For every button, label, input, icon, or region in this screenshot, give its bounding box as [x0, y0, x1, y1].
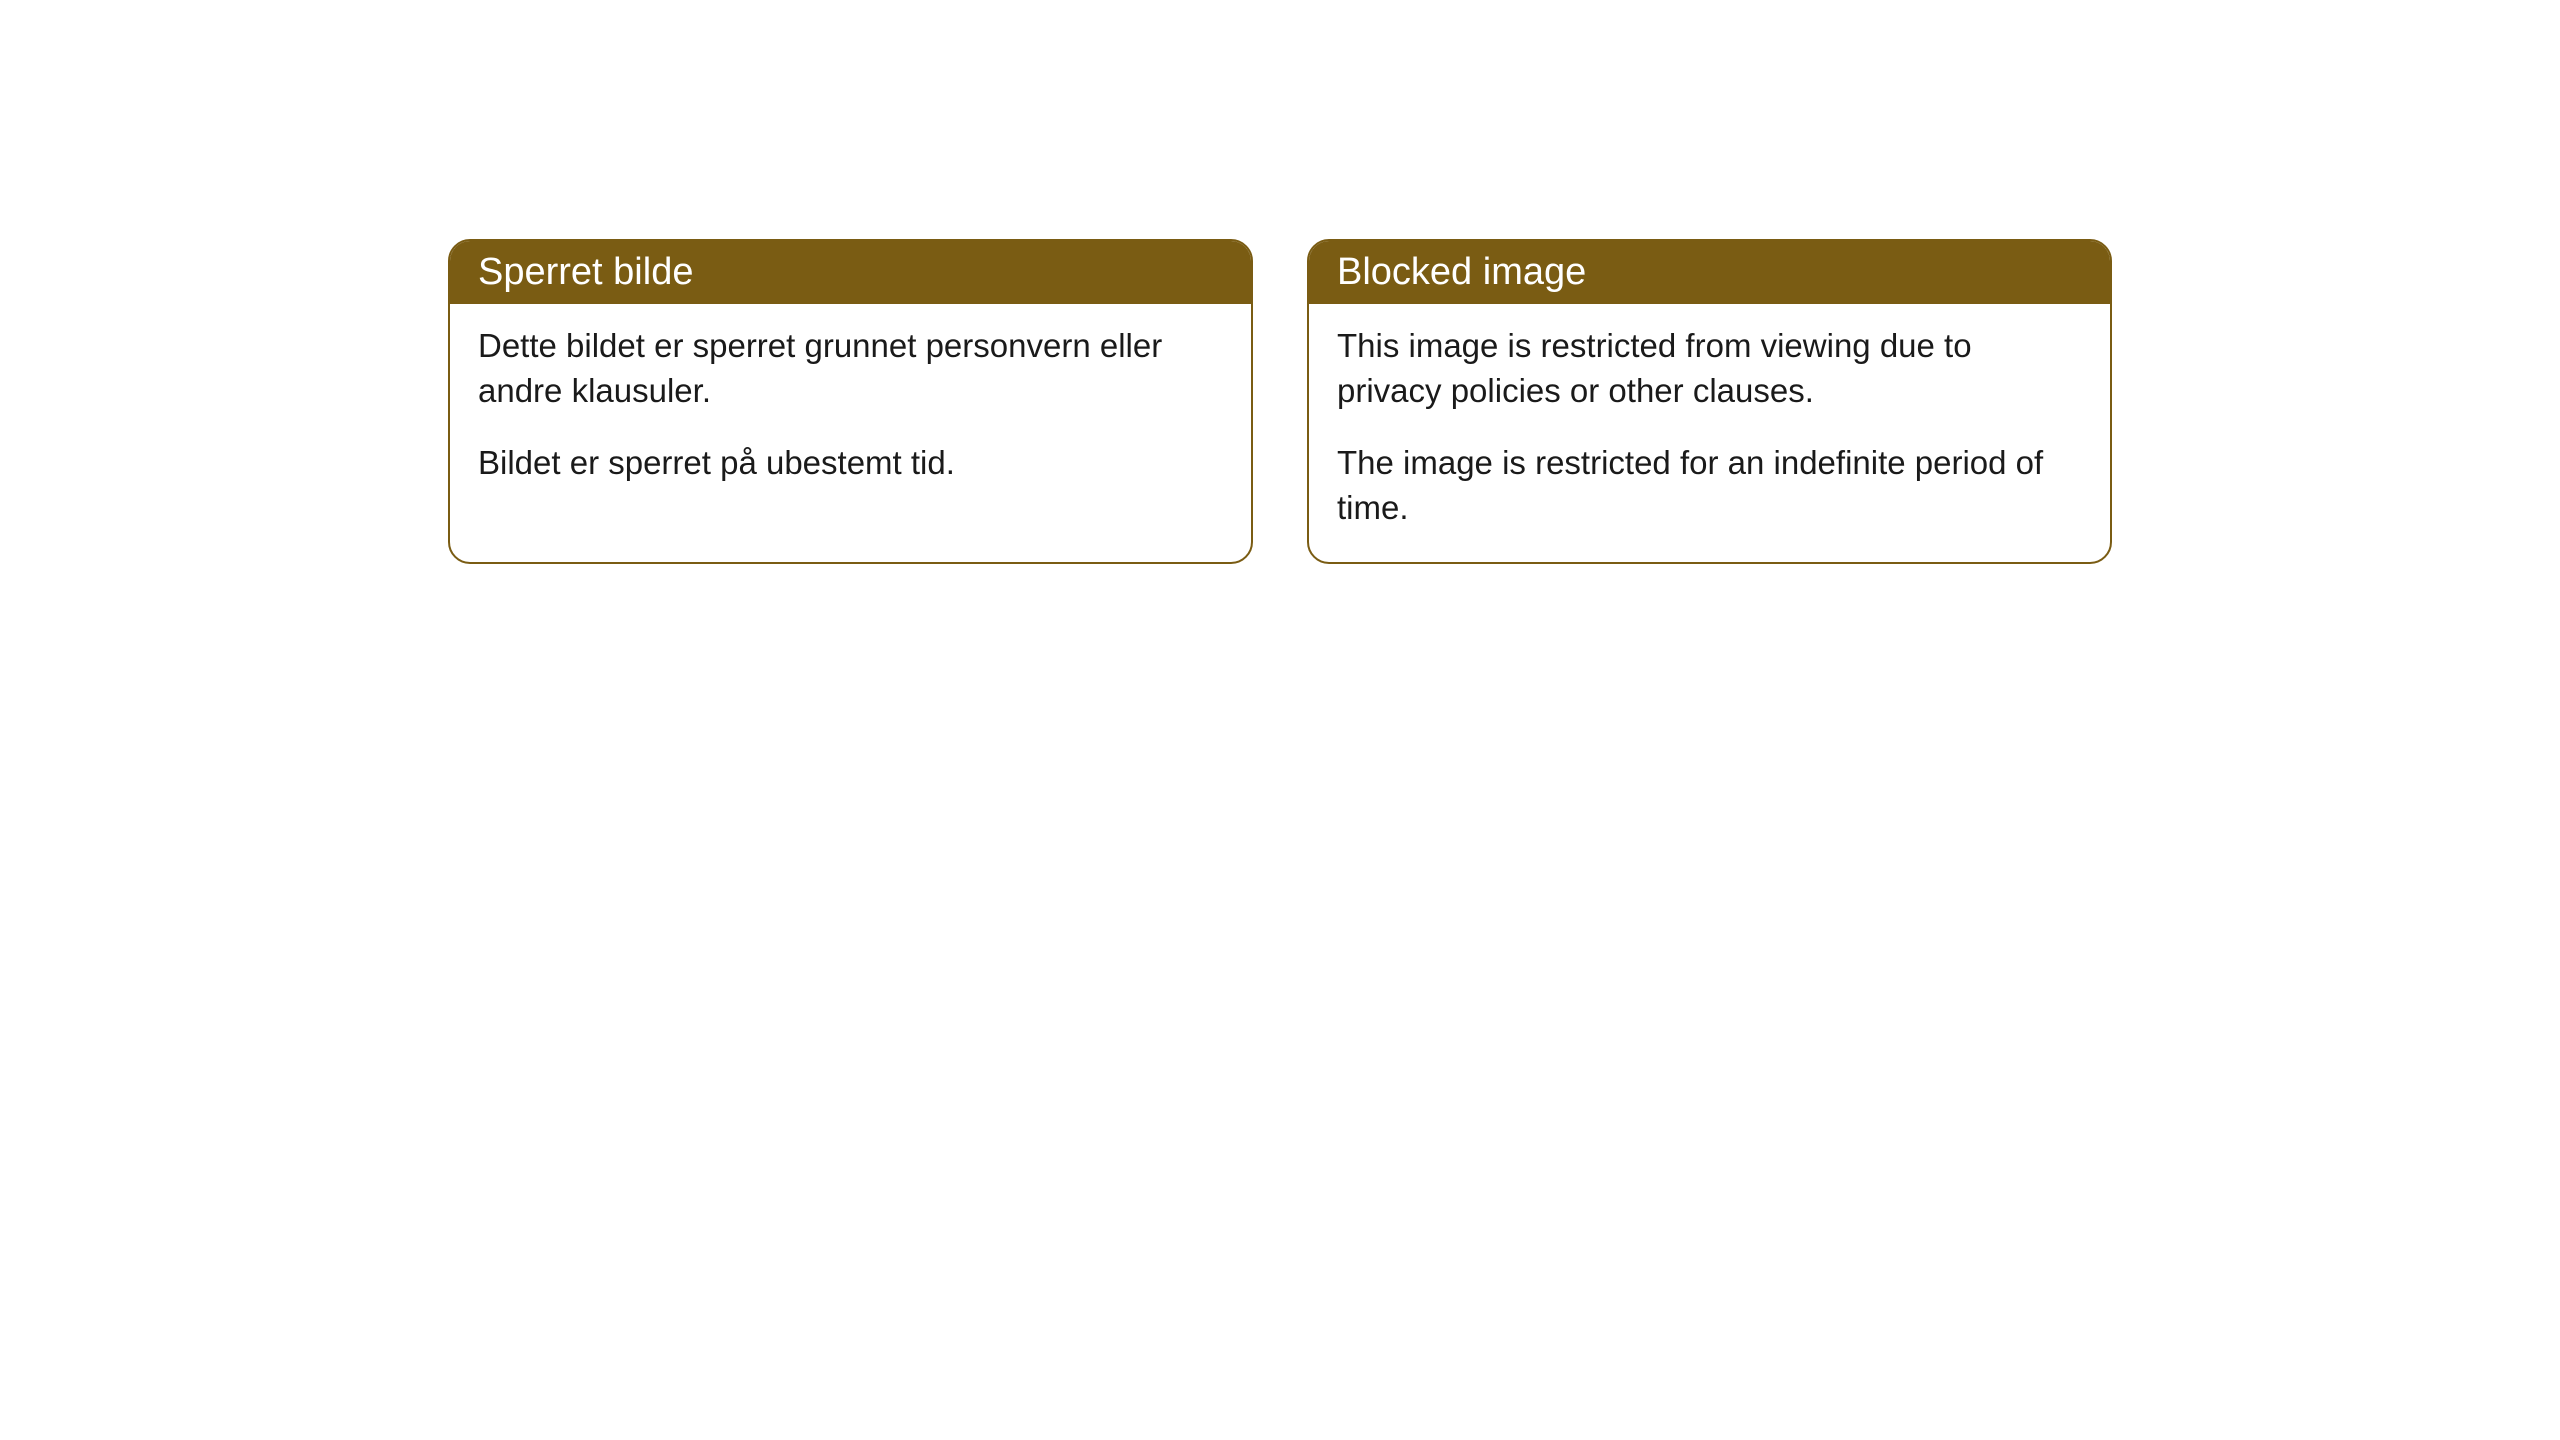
notice-title: Sperret bilde: [478, 251, 693, 293]
notice-header-english: Blocked image: [1309, 241, 2110, 304]
notice-paragraph-2: Bildet er sperret på ubestemt tid.: [478, 441, 1223, 486]
notice-paragraph-1: Dette bildet er sperret grunnet personve…: [478, 324, 1223, 413]
notice-paragraph-2: The image is restricted for an indefinit…: [1337, 441, 2082, 530]
notice-body-norwegian: Dette bildet er sperret grunnet personve…: [450, 304, 1251, 518]
notice-body-english: This image is restricted from viewing du…: [1309, 304, 2110, 562]
notice-header-norwegian: Sperret bilde: [450, 241, 1251, 304]
notice-card-norwegian: Sperret bilde Dette bildet er sperret gr…: [448, 239, 1253, 564]
notice-card-english: Blocked image This image is restricted f…: [1307, 239, 2112, 564]
notice-title: Blocked image: [1337, 251, 1586, 293]
notice-paragraph-1: This image is restricted from viewing du…: [1337, 324, 2082, 413]
notice-container: Sperret bilde Dette bildet er sperret gr…: [448, 239, 2112, 564]
